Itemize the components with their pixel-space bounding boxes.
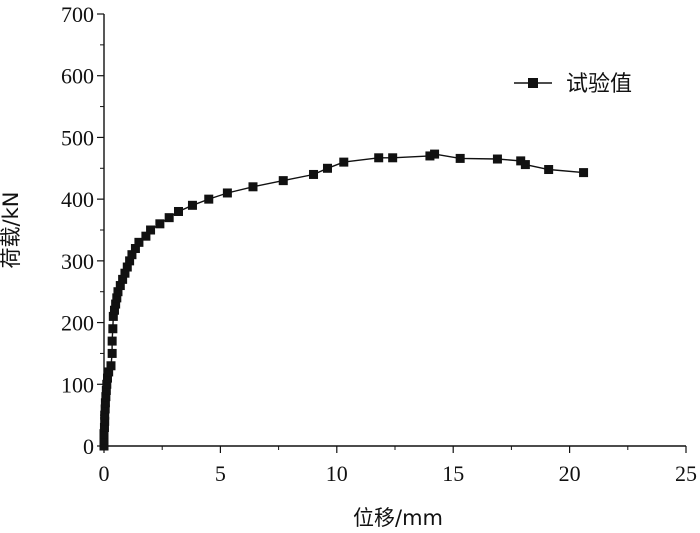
- data-point: [107, 348, 117, 358]
- data-point: [579, 168, 589, 178]
- data-point: [164, 213, 174, 223]
- data-point: [99, 429, 109, 439]
- data-point: [115, 281, 125, 291]
- data-point: [520, 160, 530, 170]
- data-point: [106, 361, 116, 371]
- data-point: [430, 149, 440, 159]
- data-point: [516, 156, 526, 166]
- data-point: [102, 379, 112, 389]
- data-point: [388, 153, 398, 163]
- y-tick-label: 600: [61, 64, 94, 89]
- data-point: [248, 182, 258, 192]
- legend-marker: [528, 78, 538, 88]
- y-tick-label: 200: [61, 311, 94, 336]
- data-point: [222, 188, 232, 198]
- data-point: [492, 154, 502, 164]
- data-point: [155, 219, 165, 229]
- data-point: [146, 225, 156, 235]
- x-tick-label: 0: [99, 461, 110, 486]
- x-tick-label: 5: [215, 461, 226, 486]
- legend: 试验值: [514, 72, 632, 97]
- data-point: [102, 373, 112, 383]
- x-axis-title: 位移/mm: [353, 506, 443, 530]
- data-point: [544, 165, 554, 175]
- data-point: [101, 385, 111, 395]
- series-layer: [99, 149, 589, 451]
- data-point: [134, 237, 144, 247]
- x-tick-label: 20: [559, 461, 581, 486]
- data-point: [127, 250, 137, 260]
- data-point: [322, 163, 332, 173]
- y-tick-label: 100: [61, 372, 94, 397]
- data-point: [99, 422, 109, 432]
- data-point: [108, 324, 118, 334]
- y-tick-label: 300: [61, 249, 94, 274]
- data-point: [141, 231, 151, 241]
- data-point: [120, 268, 130, 278]
- series-line: [103, 153, 584, 446]
- data-point: [425, 151, 435, 161]
- data-point: [112, 293, 122, 303]
- data-point: [99, 435, 109, 445]
- data-point: [104, 367, 114, 377]
- data-point: [100, 404, 110, 414]
- data-point: [107, 336, 117, 346]
- data-point: [339, 157, 349, 167]
- data-point: [99, 441, 109, 451]
- y-tick-label: 500: [61, 125, 94, 150]
- data-point: [100, 410, 110, 420]
- y-tick-label: 0: [83, 434, 94, 459]
- data-point: [118, 274, 128, 284]
- y-axis-title: 荷载/kN: [0, 192, 23, 269]
- y-tick-label: 400: [61, 187, 94, 212]
- data-point: [204, 194, 214, 204]
- data-point: [108, 311, 118, 321]
- data-point: [113, 287, 123, 297]
- data-point: [100, 398, 110, 408]
- x-tick-label: 10: [326, 461, 348, 486]
- tick-labels: 0 5 10 15 20 25 0 100 200 300 400 500 600 700: [61, 2, 697, 486]
- data-point: [173, 206, 183, 216]
- data-point: [374, 153, 384, 163]
- data-point: [109, 305, 119, 315]
- data-point: [111, 299, 121, 309]
- x-tick-label: 25: [675, 461, 697, 486]
- data-point: [101, 392, 111, 402]
- data-point: [100, 416, 110, 426]
- data-point: [125, 256, 135, 266]
- legend-label: 试验值: [566, 72, 632, 97]
- data-point: [130, 244, 140, 254]
- data-point: [309, 169, 319, 179]
- data-point: [455, 153, 465, 163]
- data-point: [122, 262, 132, 272]
- x-tick-label: 15: [442, 461, 464, 486]
- data-point: [278, 176, 288, 186]
- y-tick-label: 700: [61, 2, 94, 27]
- data-point: [187, 200, 197, 210]
